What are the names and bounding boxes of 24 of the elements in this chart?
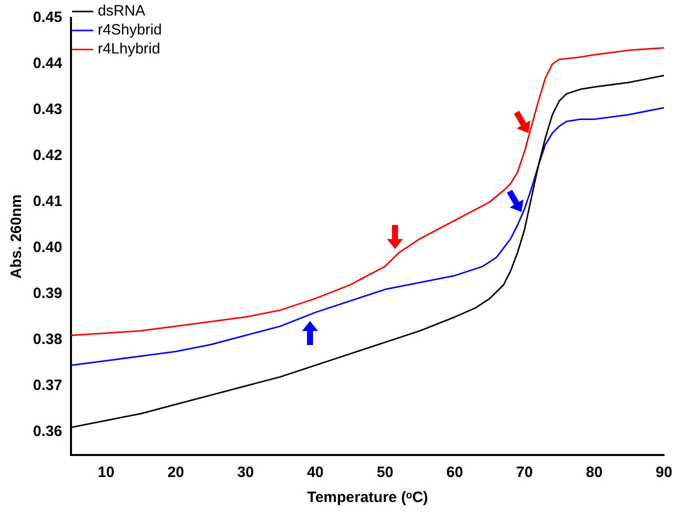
y-tick-label: 0.39 [32,285,62,302]
x-tick-label: 10 [98,464,114,482]
x-tick-label: 40 [306,464,324,482]
x-tick-label: 20 [167,464,184,482]
x-tick-label: 60 [446,464,464,482]
x-tick-label: 50 [376,464,394,482]
x-tick-label: 90 [656,464,672,482]
x-tick-label: 70 [516,464,533,482]
y-tick-label: 0.45 [32,9,62,26]
x-tick-label: 80 [586,464,603,482]
y-tick-label: 0.38 [32,331,62,348]
y-tick-label: 0.43 [32,101,62,118]
x-axis-title: Temperature (ᵒC) [307,489,428,506]
x-tick-label: 30 [237,464,254,482]
legend-label: dsRNA [98,2,146,20]
y-tick-label: 0.44 [32,55,63,72]
legend-label: r4Shybrid [98,22,162,39]
y-tick-label: 0.42 [32,147,62,164]
y-tick-label: 0.36 [32,423,62,440]
y-axis-title: Abs. 260nm [8,194,26,279]
legend-label: r4Lhybrid [98,40,160,58]
y-tick-label: 0.41 [32,193,62,210]
y-tick-label: 0.40 [32,239,62,256]
y-tick-label: 0.37 [32,377,62,394]
